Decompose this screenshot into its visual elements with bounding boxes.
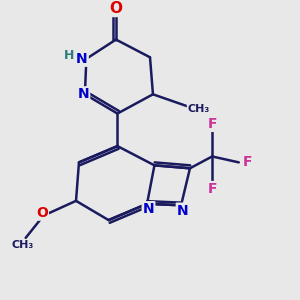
Text: N: N — [76, 52, 88, 66]
Text: F: F — [207, 182, 217, 196]
Text: O: O — [36, 206, 48, 220]
Text: F: F — [243, 155, 252, 170]
Text: F: F — [207, 117, 217, 131]
Text: CH₃: CH₃ — [12, 240, 34, 250]
Text: H: H — [63, 49, 74, 62]
Text: N: N — [78, 87, 89, 101]
Text: O: O — [110, 1, 122, 16]
Text: N: N — [177, 204, 188, 218]
Text: CH₃: CH₃ — [188, 104, 210, 114]
Text: N: N — [143, 202, 154, 216]
